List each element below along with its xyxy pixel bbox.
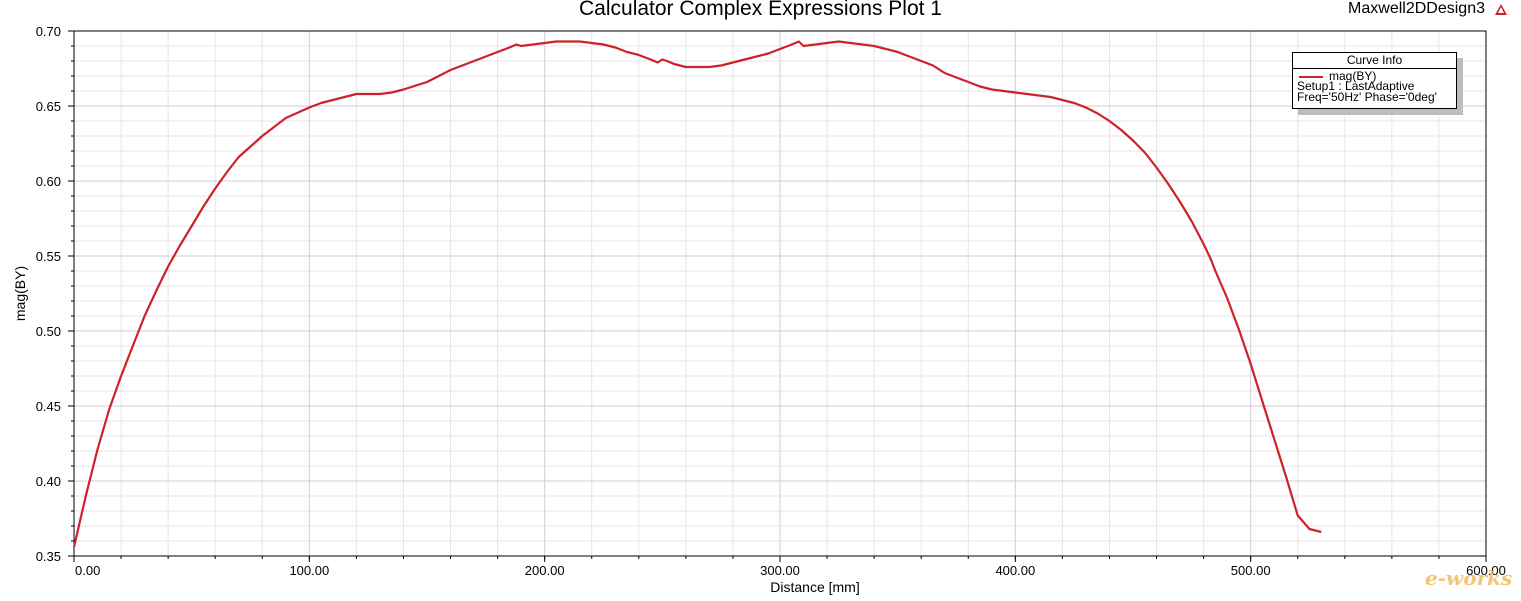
legend-setup-text: Setup1 : LastAdaptive [1297, 79, 1415, 93]
x-tick-label: 200.00 [525, 563, 565, 578]
x-tick-label: 300.00 [760, 563, 800, 578]
legend-entry[interactable]: mag(BY) [1293, 69, 1456, 83]
design-name: Maxwell2DDesign3 [1348, 0, 1485, 17]
x-tick-label: 0.00 [75, 563, 100, 578]
x-tick-label: 400.00 [995, 563, 1035, 578]
y-tick-label: 0.55 [36, 249, 61, 264]
y-tick-label: 0.40 [36, 474, 61, 489]
warning-triangle-icon[interactable] [1495, 4, 1507, 15]
legend-params-text: Freq='50Hz' Phase='0deg' [1297, 90, 1437, 104]
y-axis-label: mag(BY) [12, 266, 28, 321]
x-tick-label: 100.00 [289, 563, 329, 578]
y-tick-label: 0.65 [36, 99, 61, 114]
y-tick-label: 0.35 [36, 549, 61, 564]
x-tick-label: 500.00 [1231, 563, 1271, 578]
y-tick-label: 0.50 [36, 324, 61, 339]
y-tick-label: 0.70 [36, 24, 61, 39]
series-line-magby [72, 40, 1322, 548]
curve-info-legend[interactable]: Curve Info mag(BY) Setup1 : LastAdaptive… [1292, 52, 1457, 109]
y-tick-label: 0.45 [36, 399, 61, 414]
plot-frame [73, 30, 1487, 557]
legend-swatch [1299, 76, 1323, 78]
chart-title: Calculator Complex Expressions Plot 1 [579, 0, 942, 20]
x-tick-label: 600.00 [1466, 563, 1506, 578]
x-axis-label: Distance [mm] [770, 579, 859, 595]
legend-series-name: mag(BY) [1329, 69, 1377, 83]
legend-title: Curve Info [1293, 53, 1456, 69]
watermark-logo: e-works [1425, 566, 1513, 590]
y-tick-label: 0.60 [36, 174, 61, 189]
